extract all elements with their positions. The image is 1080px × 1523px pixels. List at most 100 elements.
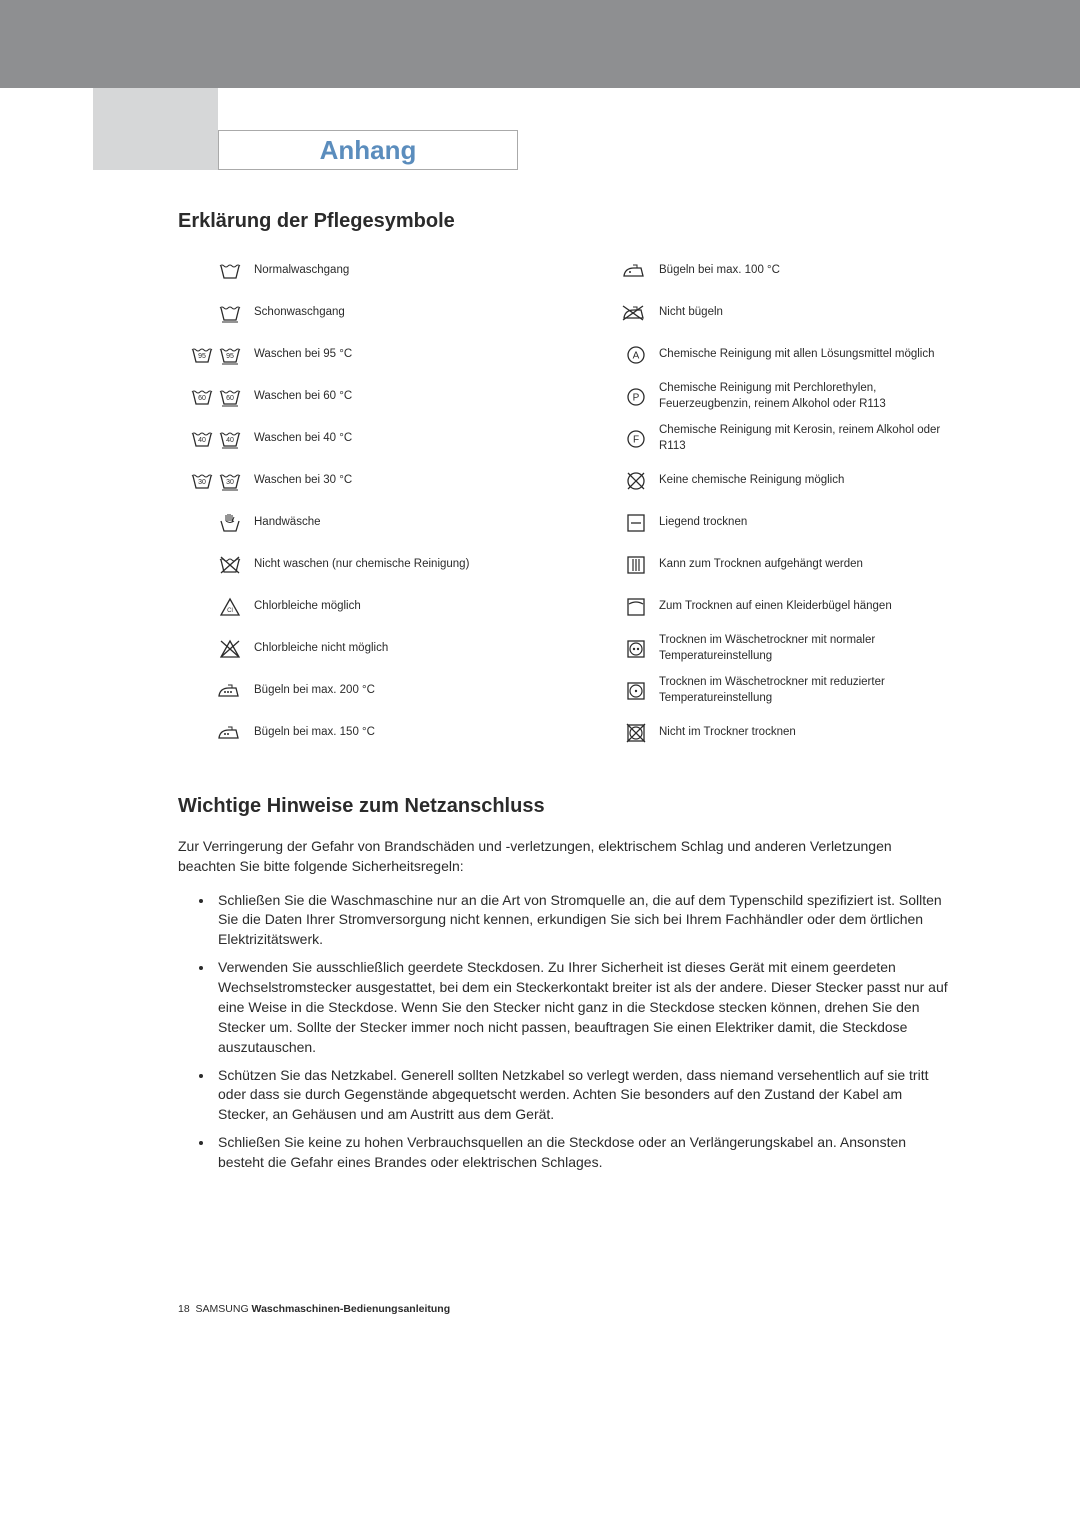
- bullet-item: Schließen Sie keine zu hohen Verbrauchsq…: [214, 1133, 948, 1173]
- dry-clean-f-icon: F: [583, 428, 659, 450]
- symbol-row: Kann zum Trocknen aufgehängt werden: [583, 545, 948, 585]
- symbol-label: Handwäsche: [254, 515, 543, 531]
- content-area: Erklärung der Pflegesymbole Normalwaschg…: [178, 210, 948, 1181]
- wash-normal-icon: [178, 260, 254, 282]
- svg-text:F: F: [633, 435, 639, 446]
- symbol-label: Waschen bei 60 °C: [254, 389, 543, 405]
- symbol-row: ClChlorbleiche möglich: [178, 587, 543, 627]
- dry-clean-a-icon: A: [583, 344, 659, 366]
- svg-text:P: P: [633, 393, 640, 404]
- iron-100-icon: [583, 261, 659, 281]
- footer: 18 SAMSUNG Waschmaschinen-Bedienungsanle…: [178, 1303, 450, 1315]
- symbol-label: Nicht im Trockner trocknen: [659, 725, 948, 741]
- symbol-label: Chemische Reinigung mit Kerosin, reinem …: [659, 423, 948, 454]
- bullet-item: Schützen Sie das Netzkabel. Generell sol…: [214, 1066, 948, 1126]
- symbol-table: Normalwaschgang Schonwaschgang 95 95Wasc…: [178, 251, 948, 755]
- hand-wash-icon: [178, 511, 254, 535]
- svg-text:40: 40: [226, 437, 234, 444]
- symbol-row: Bügeln bei max. 200 °C: [178, 671, 543, 711]
- symbol-row: 40 40Waschen bei 40 °C: [178, 419, 543, 459]
- no-dry-clean-icon: [583, 470, 659, 492]
- symbol-label: Nicht bügeln: [659, 305, 948, 321]
- footer-doc: Waschmaschinen-Bedienungsanleitung: [252, 1303, 451, 1315]
- symbol-label: Liegend trocknen: [659, 515, 948, 531]
- svg-text:60: 60: [198, 395, 206, 402]
- wash-gentle-icon: [178, 302, 254, 324]
- symbol-row: Bügeln bei max. 150 °C: [178, 713, 543, 753]
- svg-text:30: 30: [226, 479, 234, 486]
- symbol-row: Bügeln bei max. 100 °C: [583, 251, 948, 291]
- bullet-item: Schließen Sie die Waschmaschine nur an d…: [214, 891, 948, 951]
- top-bar: [0, 0, 1080, 88]
- symbol-row: Normalwaschgang: [178, 251, 543, 291]
- tumble-normal-icon: [583, 638, 659, 660]
- no-tumble-icon: [583, 722, 659, 744]
- symbol-label: Bügeln bei max. 200 °C: [254, 683, 543, 699]
- no-wash-icon: [178, 554, 254, 576]
- no-iron-icon: [583, 303, 659, 323]
- dry-hang-icon: [583, 554, 659, 576]
- symbol-row: A Chemische Reinigung mit allen Lösungsmi…: [583, 335, 948, 375]
- symbol-label: Chemische Reinigung mit allen Lösungsmit…: [659, 347, 948, 363]
- symbol-row: Nicht im Trockner trocknen: [583, 713, 948, 753]
- symbol-label: Chemische Reinigung mit Perchlorethylen,…: [659, 381, 948, 412]
- symbol-label: Waschen bei 40 °C: [254, 431, 543, 447]
- symbol-row: Chlorbleiche nicht möglich: [178, 629, 543, 669]
- symbol-label: Schonwaschgang: [254, 305, 543, 321]
- svg-text:60: 60: [226, 395, 234, 402]
- wash-60-icon: 60 60: [178, 386, 254, 408]
- symbol-column-left: Normalwaschgang Schonwaschgang 95 95Wasc…: [178, 251, 543, 755]
- symbol-row: Schonwaschgang: [178, 293, 543, 333]
- bullet-item: Verwenden Sie ausschließlich geerdete St…: [214, 958, 948, 1057]
- iron-200-icon: [178, 681, 254, 701]
- symbol-row: Liegend trocknen: [583, 503, 948, 543]
- symbol-label: Trocknen im Wäschetrockner mit normaler …: [659, 633, 948, 664]
- symbol-row: P Chemische Reinigung mit Perchlorethylen…: [583, 377, 948, 417]
- symbol-label: Waschen bei 95 °C: [254, 347, 543, 363]
- symbol-row: Handwäsche: [178, 503, 543, 543]
- svg-text:40: 40: [198, 437, 206, 444]
- svg-text:A: A: [633, 351, 640, 362]
- bleach-ok-icon: Cl: [178, 596, 254, 618]
- tumble-low-icon: [583, 680, 659, 702]
- symbol-row: 95 95Waschen bei 95 °C: [178, 335, 543, 375]
- symbol-row: Zum Trocknen auf einen Kleiderbügel häng…: [583, 587, 948, 627]
- footer-page: 18: [178, 1303, 190, 1315]
- title-box: Anhang: [218, 130, 518, 170]
- footer-brand: SAMSUNG: [196, 1303, 249, 1315]
- symbol-row: Nicht waschen (nur chemische Reinigung): [178, 545, 543, 585]
- iron-150-icon: [178, 723, 254, 743]
- intro-text: Zur Verringerung der Gefahr von Brandsch…: [178, 836, 948, 877]
- symbol-label: Trocknen im Wäschetrockner mit reduziert…: [659, 675, 948, 706]
- symbol-row: Trocknen im Wäschetrockner mit reduziert…: [583, 671, 948, 711]
- symbol-row: Keine chemische Reinigung möglich: [583, 461, 948, 501]
- symbol-column-right: Bügeln bei max. 100 °C Nicht bügeln A Chem…: [583, 251, 948, 755]
- dry-hanger-icon: [583, 596, 659, 618]
- sidebar-block: [93, 88, 218, 170]
- symbol-row: Trocknen im Wäschetrockner mit normaler …: [583, 629, 948, 669]
- bullet-list: Schließen Sie die Waschmaschine nur an d…: [178, 891, 948, 1173]
- symbol-label: Waschen bei 30 °C: [254, 473, 543, 489]
- symbol-label: Chlorbleiche nicht möglich: [254, 641, 543, 657]
- svg-text:95: 95: [226, 353, 234, 360]
- svg-text:95: 95: [198, 353, 206, 360]
- symbol-label: Bügeln bei max. 150 °C: [254, 725, 543, 741]
- section1-heading: Erklärung der Pflegesymbole: [178, 210, 948, 233]
- dry-flat-icon: [583, 512, 659, 534]
- symbol-row: 30 30Waschen bei 30 °C: [178, 461, 543, 501]
- wash-95-icon: 95 95: [178, 344, 254, 366]
- symbol-row: F Chemische Reinigung mit Kerosin, reinem…: [583, 419, 948, 459]
- section2-heading: Wichtige Hinweise zum Netzanschluss: [178, 795, 948, 818]
- symbol-label: Zum Trocknen auf einen Kleiderbügel häng…: [659, 599, 948, 615]
- symbol-row: Nicht bügeln: [583, 293, 948, 333]
- dry-clean-p-icon: P: [583, 386, 659, 408]
- wash-40-icon: 40 40: [178, 428, 254, 450]
- symbol-row: 60 60Waschen bei 60 °C: [178, 377, 543, 417]
- wash-30-icon: 30 30: [178, 470, 254, 492]
- symbol-label: Bügeln bei max. 100 °C: [659, 263, 948, 279]
- symbol-label: Nicht waschen (nur chemische Reinigung): [254, 557, 543, 573]
- symbol-label: Keine chemische Reinigung möglich: [659, 473, 948, 489]
- symbol-label: Chlorbleiche möglich: [254, 599, 543, 615]
- no-bleach-icon: [178, 638, 254, 660]
- symbol-label: Normalwaschgang: [254, 263, 543, 279]
